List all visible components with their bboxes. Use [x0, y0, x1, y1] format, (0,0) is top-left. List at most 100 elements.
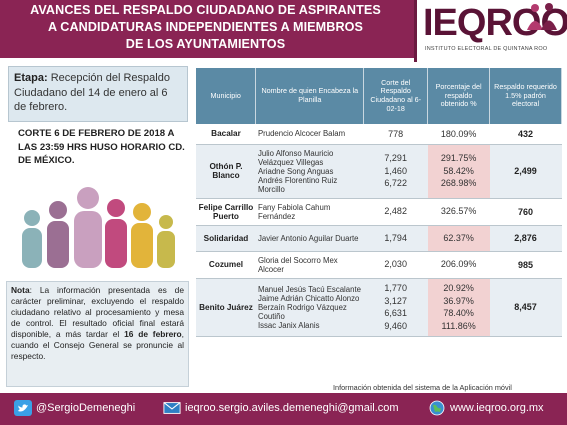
twitter-handle: @SergioDemeneghi	[36, 402, 136, 414]
porcentaje-value: 111.86%	[441, 320, 476, 331]
candidate-name: Prudencio Alcocer Balam	[257, 129, 346, 139]
logo-people-icon	[527, 3, 557, 30]
col-header-porcentaje: Porcentaje del respaldo obtenido %	[427, 68, 491, 124]
cell-requerido: 2,876	[489, 225, 562, 252]
porcentaje-value: 20.92%	[443, 283, 474, 293]
col-header-candidato: Nombre de quien Encabeza la Planilla	[255, 68, 365, 124]
footer-bar: @SergioDemeneghi ieqroo.sergio.aviles.de…	[0, 393, 567, 425]
candidate-name: Issac Janix Alanis	[257, 320, 320, 330]
cell-candidatos: Julio Alfonso Mauricio Velázquez Villega…	[255, 144, 364, 199]
title-line-3: DE LOS AYUNTAMIENTOS	[125, 37, 286, 51]
cell-municipio: Othón P. Blanco	[196, 144, 256, 199]
cell-porcentaje: 180.09%	[427, 124, 490, 145]
cell-municipio: Felipe Carrillo Puerto	[196, 198, 256, 226]
people-illustration	[22, 187, 175, 268]
cell-municipio: Solidaridad	[196, 225, 256, 252]
candidate-name: Ariadne Song Anguas	[257, 166, 334, 176]
results-table: Municipio Nombre de quien Encabeza la Pl…	[196, 68, 562, 337]
candidate-name: Manuel Jesús Tacú Escalante	[257, 284, 361, 294]
cell-requerido: 8,457	[489, 278, 562, 337]
website-url: www.ieqroo.org.mx	[450, 402, 544, 414]
table-row: Solidaridad Javier Antonio Aguilar Duarte…	[196, 225, 562, 252]
globe-icon	[429, 400, 445, 416]
page-title: AVANCES DEL RESPALDO CIUDADANO DE ASPIRA…	[8, 2, 403, 53]
porcentaje-value: 78.40%	[443, 308, 474, 318]
corte-value: 3,127	[384, 295, 407, 306]
nota-text-2: , cuando el Consejo General se pronuncie…	[11, 329, 184, 361]
cell-porcentaje: 62.37%	[427, 225, 490, 252]
table-header-row: Municipio Nombre de quien Encabeza la Pl…	[196, 68, 562, 124]
cell-corte: 1,794	[363, 225, 428, 252]
candidate-name: Gloria del Socorro Mex Alcocer	[257, 255, 338, 274]
col-header-corte: Corte del Respaldo Ciudadano al 6-02-18	[363, 68, 429, 124]
candidate-name: Julio Alfonso Mauricio Velázquez Villega…	[257, 148, 334, 167]
cell-corte: 2,030	[363, 251, 428, 279]
email-icon	[163, 402, 181, 414]
candidate-name: Berzaín Rodrigo Vázquez Coutiño	[257, 302, 347, 321]
results-table-wrap: Municipio Nombre de quien Encabeza la Pl…	[196, 68, 562, 337]
corte-value: 9,460	[384, 320, 407, 331]
corte-value: 2,482	[384, 206, 407, 217]
cell-candidatos: Prudencio Alcocer Balam	[255, 124, 364, 145]
title-line-2: A CANDIDATURAS INDEPENDIENTES A MIEMBROS	[47, 20, 364, 34]
web-link[interactable]: www.ieqroo.org.mx	[428, 400, 544, 416]
corte-value: 1,770	[384, 283, 407, 293]
corte-value: 7,291	[384, 153, 407, 164]
porcentaje-value: 291.75%	[440, 153, 477, 164]
candidate-name: Javier Antonio Aguilar Duarte	[257, 233, 359, 243]
cell-candidatos: Gloria del Socorro Mex Alcocer	[255, 251, 364, 279]
nota-box: Nota: La información presentada es de ca…	[6, 281, 189, 387]
cell-candidatos: Fany Fabiola Cahum Fernández	[255, 198, 364, 226]
twitter-icon	[14, 400, 32, 417]
nota-text-1: : La información presentada es de caráct…	[11, 285, 184, 339]
table-row: Benito Juárez Manuel Jesús Tacú Escalante…	[196, 278, 562, 337]
cell-requerido: 760	[489, 198, 562, 226]
title-line-1: AVANCES DEL RESPALDO CIUDADANO DE ASPIRA…	[30, 3, 381, 17]
col-header-requerido: Respaldo requerido 1.5% padrón electoral	[489, 68, 562, 124]
email-link[interactable]: ieqroo.sergio.aviles.demeneghi@gmail.com	[163, 400, 399, 416]
table-row: Othón P. Blanco Julio Alfonso Mauricio Ve…	[196, 144, 562, 199]
table-row: Bacalar Prudencio Alcocer Balam 778 180.09%…	[196, 124, 562, 145]
email-address: ieqroo.sergio.aviles.demeneghi@gmail.com	[185, 402, 399, 414]
corte-value: 6,722	[384, 178, 407, 189]
cell-porcentaje: 326.57%	[427, 198, 490, 226]
col-header-municipio: Municipio	[196, 68, 257, 124]
corte-value: 778	[388, 128, 404, 139]
porcentaje-value: 268.98%	[440, 178, 477, 189]
corte-value: 1,460	[384, 165, 407, 176]
cell-requerido: 2,499	[489, 144, 562, 199]
cell-corte: 2,482	[363, 198, 428, 226]
cell-requerido: 985	[489, 251, 562, 279]
candidate-name: Andrés Florentino Ruiz Morcillo	[257, 175, 338, 194]
cell-corte: 1,770 3,127 6,631 9,460	[363, 278, 428, 337]
etapa-box: Etapa: Recepción del Respaldo Ciudadano …	[8, 66, 188, 122]
cell-porcentaje: 20.92% 36.97% 78.40% 111.86%	[427, 278, 490, 337]
logo-text: IEQROO	[423, 2, 567, 44]
corte-value: 1,794	[384, 232, 407, 243]
twitter-link[interactable]: @SergioDemeneghi	[14, 400, 136, 417]
porcentaje-value: 58.42%	[443, 165, 474, 176]
cell-municipio: Benito Juárez	[196, 278, 256, 337]
corte-value: 6,631	[384, 308, 407, 318]
etapa-text: Recepción del Respaldo Ciudadano del 14 …	[14, 72, 170, 113]
cell-porcentaje: 291.75% 58.42% 268.98%	[427, 144, 490, 199]
footnote: Información obtenida del sistema de la A…	[333, 383, 512, 392]
etapa-label: Etapa:	[14, 72, 48, 84]
cell-corte: 7,291 1,460 6,722	[363, 144, 428, 199]
porcentaje-value: 180.09%	[440, 128, 477, 139]
cell-corte: 778	[363, 124, 428, 145]
cell-municipio: Cozumel	[196, 251, 256, 279]
cell-requerido: 432	[489, 124, 562, 145]
cell-candidatos: Manuel Jesús Tacú Escalante Jaime Adrián …	[255, 278, 364, 337]
cell-porcentaje: 206.09%	[427, 251, 490, 279]
logo-subtitle: INSTITUTO ELECTORAL DE QUINTANA ROO	[425, 46, 548, 52]
corte-notice: CORTE 6 DE FEBRERO DE 2018 A LAS 23:59 H…	[18, 128, 185, 166]
nota-label: Nota	[11, 285, 30, 295]
porcentaje-value: 36.97%	[443, 295, 474, 306]
porcentaje-value: 62.37%	[443, 232, 474, 243]
ieqroo-logo: IEQROO INSTITUTO ELECTORAL DE QUINTANA R…	[414, 0, 567, 62]
cell-municipio: Bacalar	[196, 124, 256, 145]
table-row: Cozumel Gloria del Socorro Mex Alcocer 2,0…	[196, 251, 562, 279]
porcentaje-value: 326.57%	[440, 206, 477, 217]
table-row: Felipe Carrillo Puerto Fany Fabiola Cahum…	[196, 198, 562, 226]
